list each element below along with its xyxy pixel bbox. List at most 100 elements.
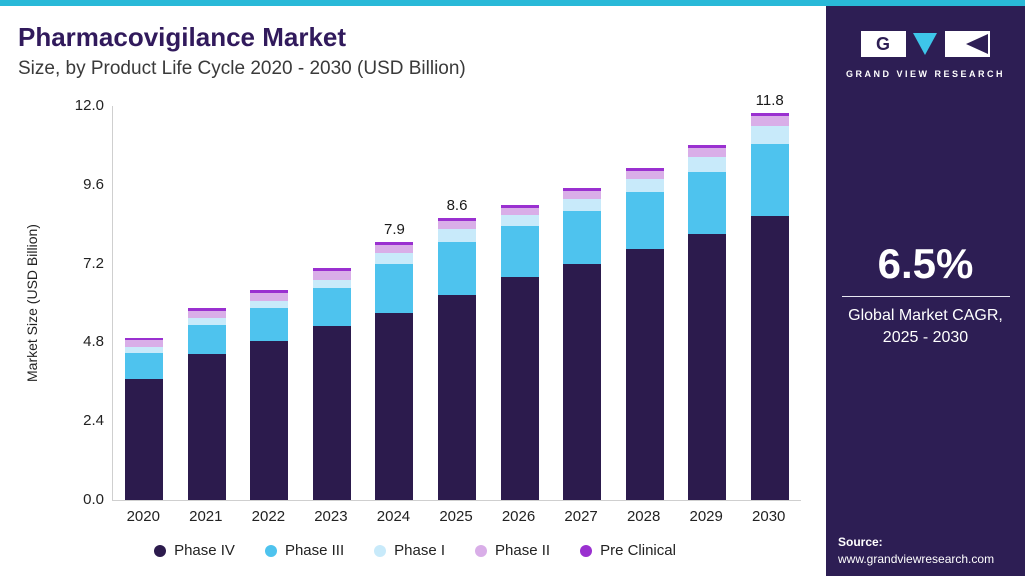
segment-phase-iii-2030 (750, 144, 789, 216)
y-tick-12: 12.0 (74, 97, 104, 114)
x-tick-2030: 2030 (752, 508, 786, 525)
x-tick-2020: 2020 (126, 508, 160, 525)
segment-pre-clinical-2022 (250, 290, 289, 293)
bar-2028 (625, 168, 664, 500)
legend-item-pre-clinical: Pre Clinical (580, 542, 676, 559)
segment-pre-clinical-2020 (125, 338, 164, 340)
svg-text:G: G (875, 34, 889, 54)
segment-phase-iii-2023 (312, 288, 351, 326)
bar-total-label-2030: 11.8 (755, 92, 784, 109)
segment-phase-iii-2020 (125, 353, 164, 379)
segment-phase-ii-2024 (375, 245, 414, 253)
x-tick-2023: 2023 (314, 508, 348, 525)
legend-item-phase-i: Phase I (374, 542, 445, 559)
y-tick-2.4: 2.4 (83, 412, 104, 430)
segment-phase-iv-2027 (563, 264, 602, 500)
segment-pre-clinical-2027 (563, 188, 602, 191)
source-url: www.grandviewresearch.com (838, 552, 995, 567)
source-label: Source: (838, 535, 883, 550)
legend-dot-phase-iv (154, 544, 167, 557)
segment-phase-iv-2022 (250, 341, 289, 500)
legend-dot-phase-i (374, 544, 387, 557)
cagr-value: 6.5% (877, 240, 974, 287)
bar-2020 (125, 338, 164, 500)
segment-phase-i-2030 (750, 126, 789, 144)
y-axis-ticks: 0.0 2.4 4.8 7.2 9.6 12.0 (46, 97, 104, 508)
segment-phase-iii-2021 (187, 325, 226, 354)
x-tick-2026: 2026 (501, 508, 536, 525)
legend-item-phase-iv: Phase IV (154, 542, 235, 559)
page-title: Pharmacovigilance Market (18, 22, 347, 52)
segment-phase-iii-2026 (500, 226, 539, 277)
legend-item-phase-iii: Phase III (264, 542, 345, 559)
segment-pre-clinical-2025 (438, 218, 476, 221)
segment-phase-i-2024 (375, 253, 414, 264)
segment-pre-clinical-2021 (187, 308, 226, 311)
x-tick-2028: 2028 (626, 508, 661, 525)
y-tick-4.8: 4.8 (83, 333, 104, 351)
segment-phase-iii-2028 (625, 192, 664, 249)
segment-phase-iii-2024 (375, 264, 414, 313)
segment-phase-ii-2026 (500, 208, 539, 215)
segment-phase-ii-2023 (312, 271, 351, 280)
gvr-logo-text: GRAND VIEW RESEARCH (845, 69, 1005, 79)
segment-phase-i-2021 (187, 318, 226, 325)
segment-phase-iii-2027 (563, 211, 602, 264)
segment-phase-iv-2030 (750, 216, 789, 500)
bar-2030: 11.8 (750, 92, 789, 500)
segment-phase-iv-2020 (125, 379, 164, 500)
legend-dot-phase-ii (475, 544, 488, 557)
segment-phase-iii-2025 (438, 242, 476, 295)
top-accent-bar (0, 0, 1025, 6)
legend-label-phase-iii: Phase III (284, 542, 345, 559)
gvr-logo: G GRAND VIEW RESEARCH (826, 30, 1025, 79)
segment-phase-iii-2029 (688, 172, 727, 234)
x-tick-2021: 2021 (189, 508, 223, 525)
segment-phase-iii-2022 (250, 308, 289, 341)
legend-label-phase-iv: Phase IV (174, 542, 235, 559)
bar-2025: 8.6 (438, 197, 476, 500)
segment-pre-clinical-2028 (625, 168, 664, 171)
segment-phase-ii-2020 (125, 340, 164, 347)
x-tick-2027: 2027 (564, 508, 598, 525)
segment-phase-i-2027 (563, 199, 602, 211)
cagr-divider (841, 296, 1010, 297)
segment-phase-iv-2028 (625, 249, 664, 500)
bar-2029 (688, 145, 727, 500)
x-axis-labels: 2020 2021 2022 2023 2024 2025 2026 2027 2028 2029… (112, 508, 800, 528)
segment-phase-i-2022 (250, 301, 289, 308)
page-subtitle: Size, by Product Life Cycle 2020 - 2030 … (18, 58, 466, 79)
segment-phase-ii-2029 (688, 148, 727, 157)
cagr-label: Global Market CAGR, 2025 - 2030 (826, 305, 1025, 348)
segment-pre-clinical-2030 (750, 113, 789, 116)
segment-pre-clinical-2023 (312, 268, 351, 271)
segment-phase-i-2023 (312, 280, 351, 288)
segment-phase-ii-2025 (438, 221, 476, 229)
x-tick-2022: 2022 (251, 508, 286, 525)
plot-area: 7.9 8.6 11.8 (112, 92, 801, 501)
segment-phase-iv-2024 (375, 313, 414, 500)
segment-phase-ii-2030 (750, 116, 789, 126)
segment-phase-i-2020 (125, 347, 164, 353)
bar-2024: 7.9 (375, 221, 414, 500)
cagr-label-line1: Global Market CAGR, (848, 307, 1003, 324)
segment-phase-i-2025 (438, 229, 476, 242)
y-axis-title: Market Size (USD Billion) (24, 224, 40, 382)
cagr-block: 6.5% Global Market CAGR, 2025 - 2030 (826, 240, 1025, 348)
segment-phase-iv-2023 (312, 326, 351, 500)
gvr-logo-icon: G (860, 31, 990, 57)
legend-dot-pre-clinical (580, 544, 593, 557)
legend-label-phase-i: Phase I (394, 542, 446, 559)
legend: Phase IV Phase III Phase I Phase II Pre Clin… (30, 542, 800, 559)
sidebar: G GRAND VIEW RESEARCH 6.5% Global Market… (826, 6, 1025, 576)
segment-pre-clinical-2029 (688, 145, 727, 148)
segment-phase-iv-2029 (688, 234, 727, 500)
bar-2023 (312, 268, 351, 500)
bar-2027 (563, 188, 602, 500)
cagr-label-line2: 2025 - 2030 (882, 328, 969, 346)
bar-2026 (500, 205, 539, 500)
segment-phase-iv-2021 (187, 354, 226, 500)
y-tick-0: 0.0 (83, 491, 104, 508)
bar-total-label-2025: 8.6 (446, 197, 468, 214)
segment-pre-clinical-2024 (375, 242, 414, 245)
